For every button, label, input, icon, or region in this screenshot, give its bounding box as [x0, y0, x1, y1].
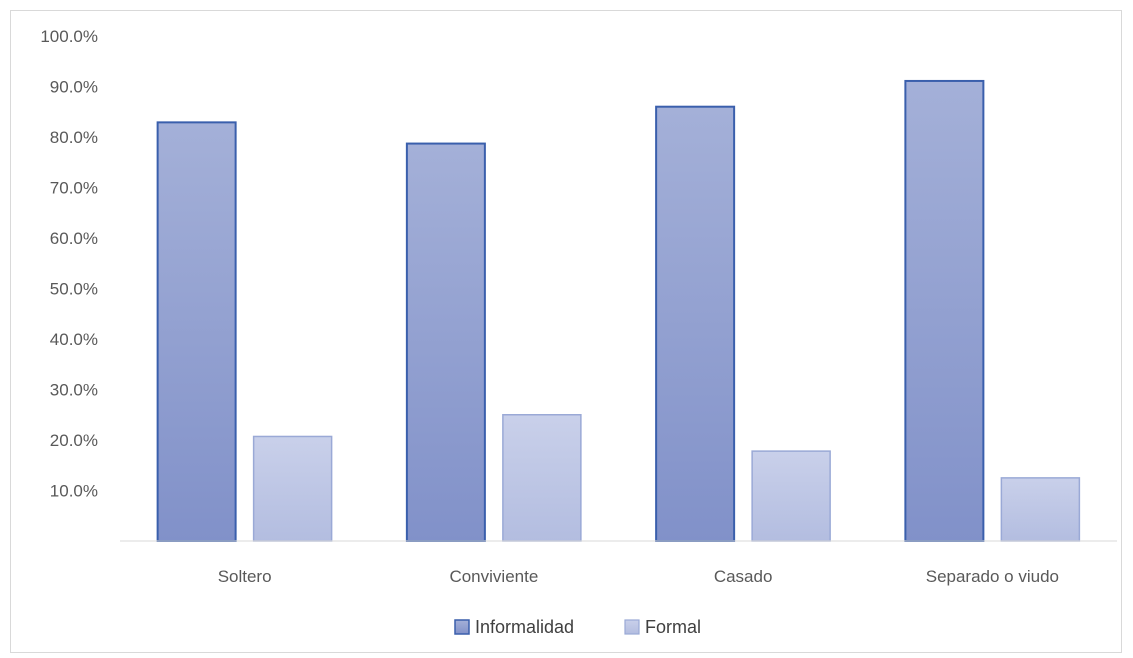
legend-label-informalidad: Informalidad — [475, 617, 574, 637]
bar-informalidad-casado — [655, 105, 736, 542]
x-tick-label: Soltero — [218, 567, 272, 586]
y-tick-label: 80.0% — [50, 128, 98, 147]
x-tick-label: Separado o viudo — [926, 567, 1059, 586]
legend-swatch-formal — [624, 619, 640, 635]
bars-group — [156, 79, 1081, 542]
y-tick-label: 40.0% — [50, 330, 98, 349]
x-tick-label: Conviviente — [449, 567, 538, 586]
x-tick-label: Casado — [714, 567, 773, 586]
bar-formal-casado — [751, 450, 831, 542]
legend: Informalidad Formal — [454, 617, 701, 637]
y-tick-label: 50.0% — [50, 280, 98, 299]
y-tick-label: 20.0% — [50, 431, 98, 450]
y-tick-label: 30.0% — [50, 381, 98, 400]
y-tick-label: 60.0% — [50, 229, 98, 248]
y-tick-label: 90.0% — [50, 78, 98, 97]
y-tick-label: 10.0% — [50, 482, 98, 501]
y-tick-label: 100.0% — [40, 27, 98, 46]
bar-informalidad-conviviente — [405, 142, 486, 542]
y-axis: 10.0% 20.0% 30.0% 40.0% 50.0% 60.0% 70.0% 80.0%… — [40, 27, 98, 501]
bar-formal-conviviente — [502, 414, 582, 542]
y-tick-label: 70.0% — [50, 179, 98, 198]
bar-formal-separado-o-viudo — [1000, 477, 1081, 542]
x-axis: Soltero Conviviente Casado Separado o viudo — [218, 567, 1059, 586]
bar-informalidad-separado-o-viudo — [904, 79, 985, 542]
legend-label-formal: Formal — [645, 617, 701, 637]
legend-swatch-informalidad — [454, 619, 470, 635]
bar-informalidad-soltero — [156, 121, 237, 542]
bar-formal-soltero — [252, 435, 333, 542]
